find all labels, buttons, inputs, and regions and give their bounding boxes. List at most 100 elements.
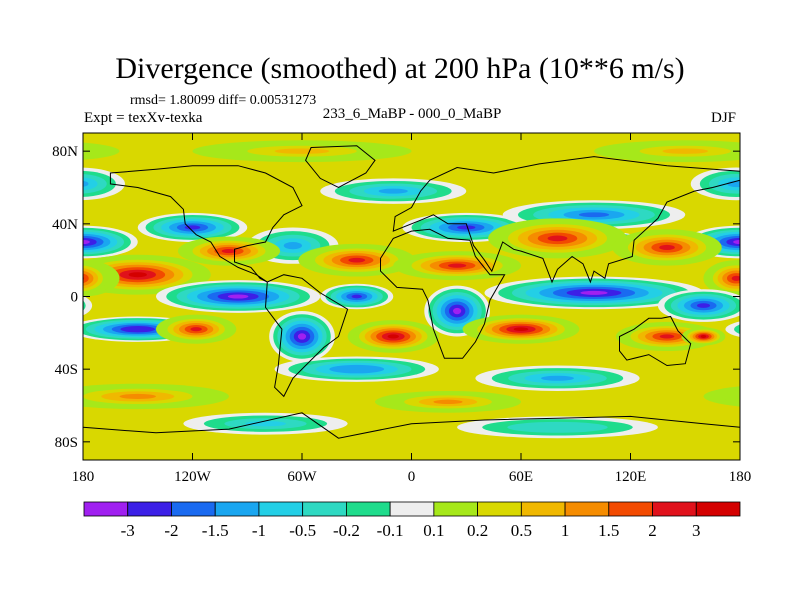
coastline-australia: [619, 315, 692, 367]
field-anomaly: [375, 390, 521, 413]
comparison-label: 233_6_MaBP - 000_0_MaBP: [322, 106, 502, 122]
field-band: [769, 324, 800, 334]
field-band: [659, 244, 675, 251]
colorbar-swatch: [127, 501, 172, 517]
field-anomaly: [83, 167, 125, 201]
colorbar: -3 -2 -1.5 -1 -0.5 -0.2 -0.1 0.1 0.2 0.5 1 1.5 2 3: [83, 501, 741, 540]
field-anomaly: [137, 212, 248, 242]
field-band: [457, 225, 476, 230]
field-band: [777, 270, 800, 280]
x-tick-label: 180: [72, 469, 95, 485]
y-tick-label: 80S: [55, 435, 78, 451]
field-band: [740, 260, 800, 290]
field-band: [758, 265, 800, 285]
field-anomaly: [83, 260, 113, 297]
colorbar-label: -0.2: [333, 521, 360, 540]
field-band: [760, 323, 800, 336]
colorbar-swatch: [258, 501, 304, 517]
field-band: [5, 148, 51, 153]
field-band: [758, 391, 800, 401]
colorbar-label: -1.5: [202, 521, 229, 540]
colorbar-label: 1.5: [598, 521, 619, 540]
field-band: [20, 296, 72, 315]
field-anomaly: [156, 314, 237, 344]
field-band: [184, 225, 201, 230]
field-band: [274, 148, 330, 154]
field-anomaly: [183, 412, 348, 435]
field-band: [351, 294, 362, 299]
field-anomaly: [462, 314, 580, 344]
field-anomaly: [703, 260, 740, 297]
field-band: [221, 249, 237, 254]
colorbar-label: 0.2: [467, 521, 488, 540]
field-band: [513, 327, 529, 332]
field-band: [696, 303, 711, 308]
colorbar-swatch: [608, 501, 653, 517]
field-band: [453, 307, 462, 315]
field-anomaly: [156, 280, 321, 313]
field-band: [751, 321, 800, 337]
field-band: [83, 239, 90, 245]
field-band: [743, 320, 800, 339]
colorbar-swatch: [477, 501, 522, 517]
field-band: [662, 148, 709, 154]
x-tick-label: 120W: [174, 469, 212, 485]
colorbar-label: -1: [252, 521, 266, 540]
colorbar-swatch: [302, 501, 347, 517]
x-tick-label: 60W: [287, 469, 317, 485]
field-band: [190, 327, 202, 332]
stats-line: rmsd= 1.80099 diff= 0.00531273: [130, 93, 317, 108]
field-anomaly: [320, 283, 394, 310]
field-band: [749, 262, 800, 287]
field-anomaly: [725, 320, 800, 339]
colorbar-swatch: [433, 501, 479, 517]
field-band: [786, 328, 800, 331]
colorbar-swatch: [652, 501, 697, 517]
field-band: [767, 267, 800, 282]
field-band: [83, 174, 107, 194]
experiment-label: Expt = texXv-texka: [84, 110, 203, 126]
field-anomaly: [457, 416, 658, 439]
field-anomaly: [14, 294, 93, 317]
colorbar-label: 0.5: [511, 521, 532, 540]
colorbar-label: 3: [692, 521, 701, 540]
field-band: [283, 242, 302, 250]
divergence-field: [5, 133, 800, 460]
field-band: [83, 295, 93, 316]
field-band: [740, 389, 800, 404]
field-anomaly: [298, 243, 416, 277]
field-anomaly: [83, 225, 138, 259]
field-anomaly: [612, 229, 722, 266]
coastline-greenland: [305, 145, 376, 189]
axis-ticks: 80N 40N 0 40S 80S 180 120W 60W 0 60E 120E 180: [52, 133, 751, 485]
field-anomaly: [274, 356, 439, 382]
field-anomaly: [484, 276, 704, 310]
x-tick-label: 0: [408, 469, 416, 485]
colorbar-label: 1: [561, 521, 570, 540]
colorbar-label: 2: [648, 521, 657, 540]
field-band: [727, 180, 740, 188]
y-tick-label: 0: [71, 290, 79, 306]
field-band: [119, 393, 156, 399]
colorbar-label: 0.1: [423, 521, 444, 540]
colorbar-label: -2: [164, 521, 178, 540]
colorbar-swatch: [345, 501, 391, 517]
y-tick-label: 40S: [55, 362, 78, 378]
field-band: [547, 235, 568, 242]
field-band: [33, 301, 59, 310]
coastline-antarctica: [83, 412, 740, 460]
field-band: [83, 180, 89, 187]
field-band: [541, 375, 574, 381]
colorbar-swatch: [564, 501, 610, 517]
field-band: [83, 177, 98, 191]
field-anomaly: [320, 178, 467, 204]
field-band: [378, 188, 408, 194]
field-band: [244, 420, 287, 427]
x-tick-label: 180: [729, 469, 752, 485]
field-band: [448, 263, 467, 268]
chart-title: Divergence (smoothed) at 200 hPa (10**6 …: [115, 52, 685, 85]
field-anomaly: [657, 289, 740, 322]
field-band: [14, 294, 79, 317]
field-band: [580, 290, 608, 295]
